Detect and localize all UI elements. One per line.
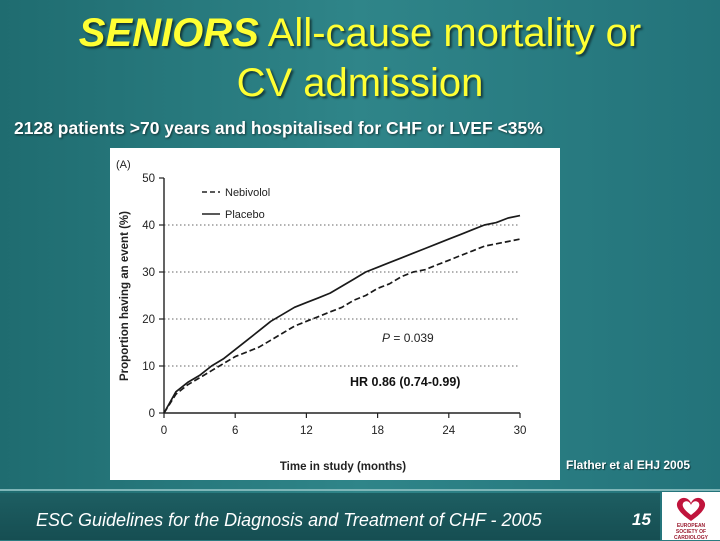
footer-bar [0, 493, 660, 540]
x-tick-label-6: 6 [232, 425, 238, 437]
logo-text-2: SOCIETY OF [675, 529, 707, 535]
footer-divider [0, 489, 720, 491]
title-line-2: CV admission [236, 61, 484, 105]
y-tick-label-20: 20 [142, 314, 155, 326]
legend-label-nebivolol: Nebivolol [225, 187, 270, 199]
heart-logo-icon [676, 497, 706, 521]
p-value: = 0.039 [390, 331, 434, 345]
esc-logo: EUROPEAN SOCIETY OF CARDIOLOGY [662, 492, 720, 541]
x-tick-label-18: 18 [371, 425, 384, 437]
series-line-nebivolol [163, 238, 521, 414]
x-axis-label: Time in study (months) [280, 461, 406, 473]
slide-title: SENIORS All-cause mortality or CV admiss… [0, 8, 720, 108]
citation: Flather et al EHJ 2005 [566, 458, 691, 472]
y-tick-label-10: 10 [142, 361, 155, 373]
y-tick-label-30: 30 [142, 267, 155, 279]
logo-text-1: EUROPEAN [676, 523, 706, 529]
x-tick-label-0: 0 [161, 425, 167, 437]
series-line-placebo [163, 214, 521, 414]
hazard-ratio-annotation: HR 0.86 (0.74-0.99) [350, 375, 460, 389]
kaplan-meier-chart: (A) Proportion having an event (%) Time … [116, 159, 526, 473]
grid-layer [164, 224, 520, 367]
title-line-1: SENIORS All-cause mortality or [0, 8, 720, 58]
axis-layer: 0 10 20 30 40 50 0 6 12 18 24 30 [142, 173, 526, 437]
x-tick-label-12: 12 [300, 425, 313, 437]
y-tick-label-0: 0 [149, 408, 155, 420]
series-layer [163, 214, 521, 414]
logo-text: EUROPEAN SOCIETY OF CARDIOLOGY [662, 523, 720, 541]
chart-panel: (A) Proportion having an event (%) Time … [110, 148, 560, 480]
legend-label-placebo: Placebo [225, 209, 265, 221]
page-number: 15 [632, 510, 651, 529]
title-line-1-rest: All-cause mortality or [258, 11, 642, 55]
footer-text: ESC Guidelines for the Diagnosis and Tre… [36, 510, 542, 530]
slide-subtitle: 2128 patients >70 years and hospitalised… [14, 118, 543, 138]
p-label: P [382, 331, 390, 345]
y-tick-label-50: 50 [142, 173, 155, 185]
panel-label: (A) [116, 159, 131, 171]
title-emphasis: SENIORS [78, 11, 259, 55]
y-tick-label-40: 40 [142, 220, 155, 232]
y-axis-label: Proportion having an event (%) [119, 211, 131, 381]
x-tick-label-30: 30 [514, 425, 527, 437]
legend: Nebivolol Placebo [202, 187, 270, 221]
logo-text-3: CARDIOLOGY [674, 535, 708, 541]
x-tick-label-24: 24 [442, 425, 455, 437]
p-value-annotation: P = 0.039 [382, 331, 434, 345]
